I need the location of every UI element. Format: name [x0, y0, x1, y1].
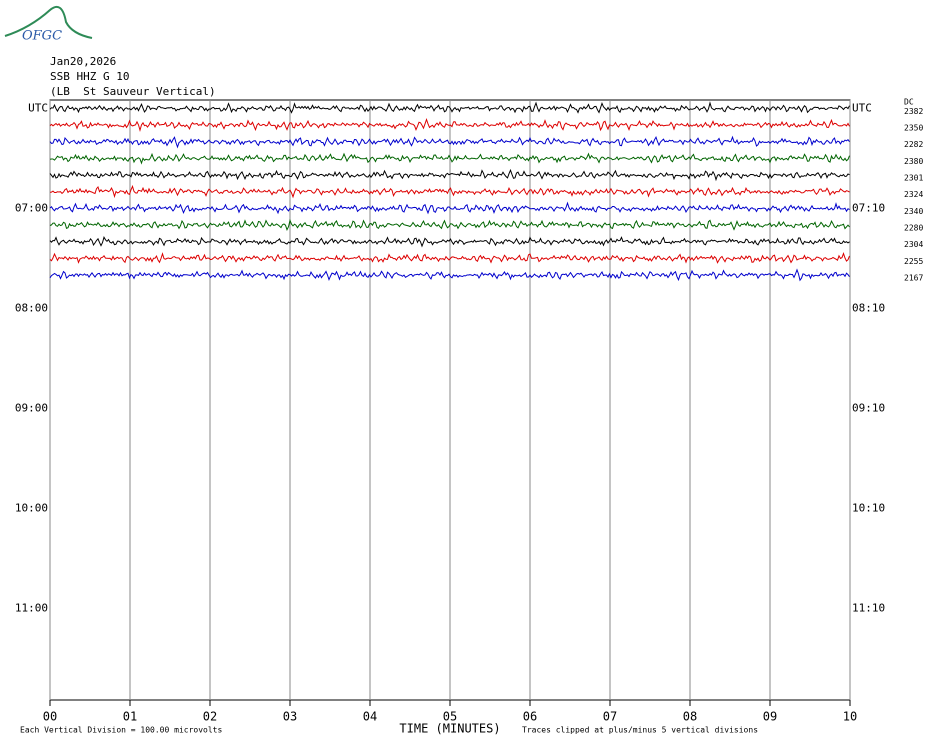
logo-swoosh	[4, 6, 93, 39]
logo: OFGC	[22, 29, 62, 44]
trace	[49, 135, 850, 149]
dc-value: 2324	[904, 190, 923, 199]
date: Jan20,2026	[50, 55, 116, 68]
trace	[49, 168, 850, 182]
row-label-left: 10:00	[15, 501, 48, 514]
dc-value: 2382	[904, 107, 923, 116]
row-label-right: 10:10	[852, 501, 885, 514]
dc-value: 2282	[904, 140, 923, 149]
trace	[49, 201, 850, 215]
x-tick-label: 04	[363, 710, 377, 724]
row-label-right: 09:10	[852, 401, 885, 414]
row-label-right: 07:10	[852, 201, 885, 214]
row-label-left: 09:00	[15, 401, 48, 414]
x-tick-label: 05	[443, 710, 457, 724]
row-label-left: 11:00	[15, 601, 48, 614]
trace	[49, 101, 850, 114]
location: (LB St Sauveur Vertical)	[50, 85, 216, 98]
trace	[49, 251, 850, 264]
x-tick-label: 07	[603, 710, 617, 724]
dc-value: 2304	[904, 240, 923, 249]
trace	[49, 117, 850, 133]
footnote-left: Each Vertical Division = 100.00 microvol…	[20, 726, 222, 735]
x-tick-label: 08	[683, 710, 697, 724]
x-tick-label: 09	[763, 710, 777, 724]
trace	[49, 184, 850, 199]
row-label-right: UTC	[852, 101, 872, 114]
trace	[49, 268, 850, 282]
trace	[49, 152, 850, 165]
row-label-right: 08:10	[852, 301, 885, 314]
dc-value: 2350	[904, 124, 923, 133]
x-tick-label: 00	[43, 710, 57, 724]
trace	[49, 236, 850, 248]
x-tick-label: 02	[203, 710, 217, 724]
dc-value: 2255	[904, 257, 923, 266]
x-tick-label: 03	[283, 710, 297, 724]
trace	[49, 218, 850, 232]
dc-value: 2340	[904, 207, 923, 216]
x-tick-label: 01	[123, 710, 137, 724]
dc-value: 2167	[904, 274, 923, 283]
dc-value: 2301	[904, 174, 923, 183]
dc-header: DC	[904, 98, 914, 107]
x-tick-label: 10	[843, 710, 857, 724]
row-label-right: 11:10	[852, 601, 885, 614]
row-label-left: 08:00	[15, 301, 48, 314]
x-axis-title: TIME (MINUTES)	[399, 722, 500, 736]
footnote-right: Traces clipped at plus/minus 5 vertical …	[522, 726, 758, 735]
row-label-left: UTC	[28, 101, 48, 114]
row-label-left: 07:00	[15, 201, 48, 214]
x-tick-label: 06	[523, 710, 537, 724]
dc-value: 2280	[904, 224, 923, 233]
dc-value: 2380	[904, 157, 923, 166]
station: SSB HHZ G 10	[50, 70, 129, 83]
